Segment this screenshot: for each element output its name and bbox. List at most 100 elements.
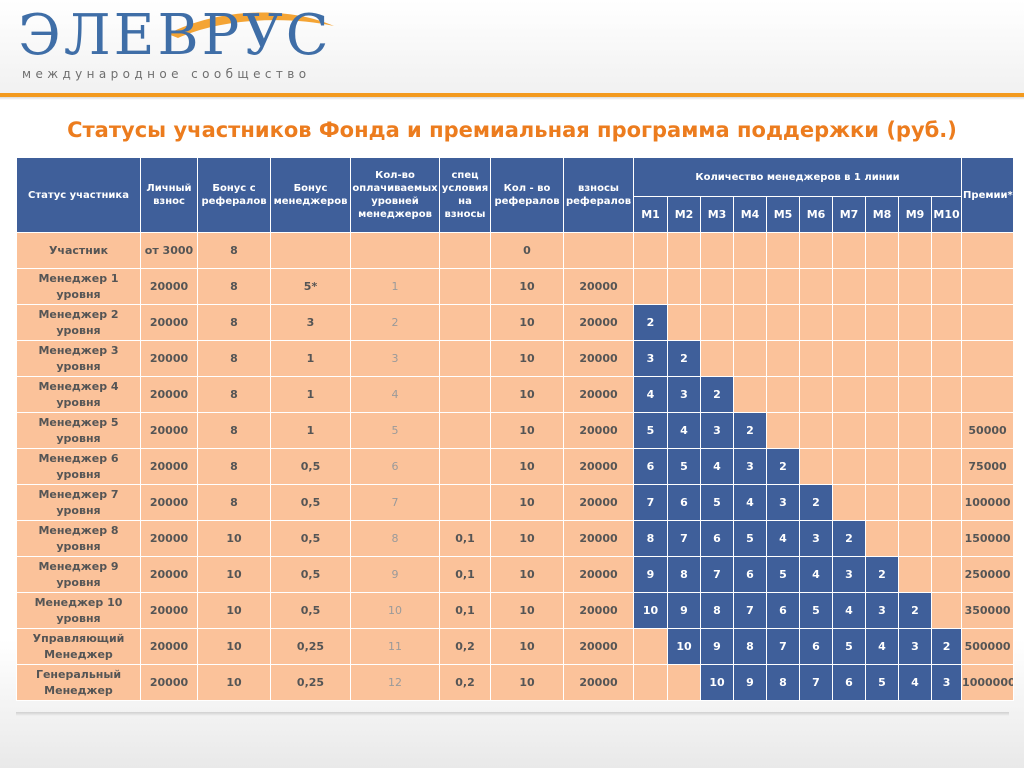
logo-subtitle: международное сообщество <box>22 67 311 81</box>
manager-count-m7-cell: 2 <box>832 520 866 557</box>
manager-bonus-cell <box>270 232 351 269</box>
header-band <box>0 0 1024 93</box>
manager-count-m2-cell: 8 <box>667 556 701 593</box>
referral-bonus-cell: 10 <box>197 556 271 593</box>
premium-cell: 100000 <box>961 484 1015 521</box>
referral-fees-cell: 20000 <box>563 376 634 413</box>
manager-count-m2-cell <box>667 232 701 269</box>
status-cell: Менеджер 9 уровня <box>16 556 141 593</box>
premium-cell: 150000 <box>961 520 1015 557</box>
manager-count-m9-cell: 4 <box>898 664 932 701</box>
table-row: Менеджер 8 уровня 20000 10 0,5 8 0,1 10 20000 8 7… <box>16 520 1015 557</box>
manager-count-m3-cell: 10 <box>700 664 734 701</box>
manager-count-m10-cell <box>930 448 963 485</box>
manager-bonus-cell: 3 <box>270 304 351 341</box>
header-referral-count: Кол - во рефералов <box>490 157 564 233</box>
referral-fees-cell: 20000 <box>563 268 634 305</box>
manager-bonus-cell: 1 <box>270 340 351 377</box>
manager-count-m6-cell: 4 <box>799 556 833 593</box>
manager-count-m8-cell <box>865 232 899 269</box>
referral-count-cell: 0 <box>490 232 564 269</box>
personal-fee-cell: 20000 <box>140 412 198 449</box>
manager-count-m2-cell: 7 <box>667 520 701 557</box>
manager-count-m10-cell <box>930 232 963 269</box>
paid-levels-cell: 3 <box>350 340 440 377</box>
header-m9: M9 <box>898 196 932 233</box>
personal-fee-cell: 20000 <box>140 664 198 701</box>
referral-bonus-cell: 8 <box>197 268 271 305</box>
manager-bonus-cell: 1 <box>270 412 351 449</box>
special-conditions-cell <box>439 340 491 377</box>
referral-count-cell: 10 <box>490 592 564 629</box>
special-conditions-cell <box>439 448 491 485</box>
table-row: Менеджер 9 уровня 20000 10 0,5 9 0,1 10 20000 9 8… <box>16 556 1015 593</box>
manager-count-m6-cell: 7 <box>799 664 833 701</box>
manager-bonus-cell: 1 <box>270 376 351 413</box>
manager-count-m1-cell: 6 <box>633 448 668 485</box>
header-referral-bonus: Бонус с рефералов <box>197 157 271 233</box>
manager-count-m4-cell: 5 <box>733 520 767 557</box>
manager-count-m9-cell <box>898 412 932 449</box>
manager-count-m6-cell <box>799 340 833 377</box>
manager-count-m6-cell: 6 <box>799 628 833 665</box>
manager-count-m3-cell: 9 <box>700 628 734 665</box>
manager-count-m3-cell <box>700 340 734 377</box>
manager-count-m5-cell: 7 <box>766 628 800 665</box>
manager-bonus-cell: 5* <box>270 268 351 305</box>
referral-count-cell: 10 <box>490 484 564 521</box>
manager-bonus-cell: 0,5 <box>270 592 351 629</box>
manager-count-m4-cell <box>733 376 767 413</box>
manager-count-m8-cell <box>865 520 899 557</box>
manager-count-m10-cell <box>930 340 963 377</box>
manager-count-m2-cell: 9 <box>667 592 701 629</box>
manager-bonus-cell: 0,25 <box>270 628 351 665</box>
referral-fees-cell <box>563 232 634 269</box>
status-cell: Менеджер 1 уровня <box>16 268 141 305</box>
special-conditions-cell <box>439 268 491 305</box>
paid-levels-cell: 7 <box>350 484 440 521</box>
special-conditions-cell: 0,2 <box>439 628 491 665</box>
paid-levels-cell: 5 <box>350 412 440 449</box>
header-paid-levels: Кол-во оплачиваемых уровней менеджеров <box>350 157 440 233</box>
paid-levels-cell: 1 <box>350 268 440 305</box>
premium-cell <box>961 268 1015 305</box>
manager-count-m9-cell <box>898 520 932 557</box>
manager-count-m9-cell <box>898 448 932 485</box>
table-row: Участник от 3000 8 0 <box>16 232 1015 269</box>
manager-count-m9-cell <box>898 484 932 521</box>
premium-cell: 1000000 <box>961 664 1015 701</box>
status-cell: Генеральный Менеджер <box>16 664 141 701</box>
manager-count-m7-cell <box>832 376 866 413</box>
manager-count-m10-cell <box>930 304 963 341</box>
manager-count-m5-cell: 8 <box>766 664 800 701</box>
paid-levels-cell: 12 <box>350 664 440 701</box>
manager-count-m10-cell <box>930 268 963 305</box>
manager-count-m7-cell <box>832 484 866 521</box>
paid-levels-cell: 4 <box>350 376 440 413</box>
status-cell: Менеджер 2 уровня <box>16 304 141 341</box>
manager-count-m9-cell <box>898 376 932 413</box>
manager-count-m1-cell: 8 <box>633 520 668 557</box>
manager-count-m7-cell <box>832 340 866 377</box>
referral-bonus-cell: 10 <box>197 592 271 629</box>
manager-count-m3-cell: 8 <box>700 592 734 629</box>
header-m1: M1 <box>633 196 668 233</box>
referral-fees-cell: 20000 <box>563 484 634 521</box>
table-row: Управляющий Менеджер 20000 10 0,25 11 0,2 10 20… <box>16 628 1015 665</box>
manager-count-m7-cell: 4 <box>832 592 866 629</box>
table-row: Менеджер 5 уровня 20000 8 1 5 10 20000 5 4 3 2 5000… <box>16 412 1015 449</box>
header-m7: M7 <box>832 196 866 233</box>
manager-count-m7-cell <box>832 232 866 269</box>
header-divider <box>0 93 1024 97</box>
table-shadow <box>16 712 1009 716</box>
paid-levels-cell: 9 <box>350 556 440 593</box>
manager-count-m4-cell <box>733 268 767 305</box>
manager-count-m3-cell <box>700 232 734 269</box>
manager-count-m4-cell: 6 <box>733 556 767 593</box>
manager-count-m1-cell <box>633 268 668 305</box>
personal-fee-cell: 20000 <box>140 484 198 521</box>
personal-fee-cell: 20000 <box>140 628 198 665</box>
table-row: Менеджер 6 уровня 20000 8 0,5 6 10 20000 6 5 4 3 2 7… <box>16 448 1015 485</box>
manager-count-m10-cell <box>930 412 963 449</box>
manager-count-m4-cell: 4 <box>733 484 767 521</box>
